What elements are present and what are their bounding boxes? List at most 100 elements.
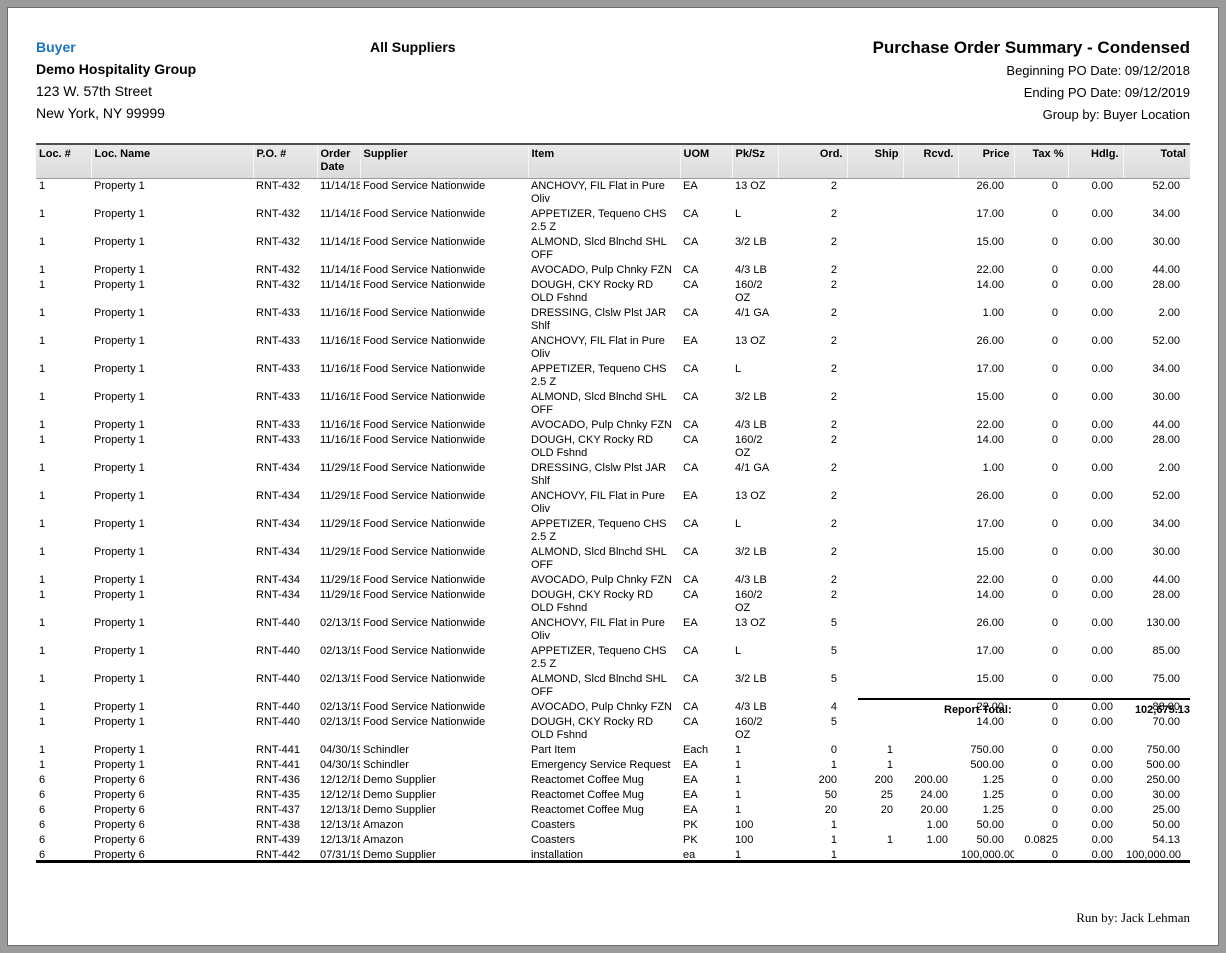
table-cell: 1 [830,819,837,831]
table-cell [903,588,958,616]
table-cell: RNT-433 [256,335,301,347]
column-header: Loc. Name [90,143,253,179]
table-cell [903,362,958,390]
table-cell [847,235,903,263]
table-cell: 30.00 [1152,789,1180,801]
table-cell: 0 [1051,774,1058,786]
table-cell: 2 [830,462,837,474]
table-cell: 6 [39,804,46,816]
table-cell: Food Service Nationwide [363,180,486,192]
table-cell: 0 [1051,759,1058,771]
table-row: 1 Property 1 RNT-432 11/14/18 Food Service N… [36,278,1190,306]
table-cell: EA [683,789,698,801]
table-cell: 75.00 [1152,673,1180,685]
table-cell: 0.00 [1091,335,1113,347]
table-cell: RNT-434 [256,490,301,502]
table-cell: 160/2 OZ [735,589,763,614]
table-cell: Property 1 [94,574,145,586]
table-cell [903,644,958,672]
table-cell: Property 1 [94,419,145,431]
table-cell: 200 [874,774,893,786]
table-cell: Property 1 [94,518,145,530]
company-name: Demo Hospitality Group [36,61,197,77]
table-cell: 14.00 [976,589,1004,601]
table-cell: CA [683,462,699,474]
table-cell: 0.00 [1091,391,1113,403]
table-cell [847,489,903,517]
table-cell: DRESSING, Clslw Plst JAR Shlf [531,462,667,487]
table-cell: 26.00 [976,180,1004,192]
footer-rule [36,860,1190,863]
table-cell: 52.00 [1152,490,1180,502]
column-header: Ship [846,143,903,179]
table-cell: Property 1 [94,363,145,375]
table-cell: CA [683,716,699,728]
table-cell: CA [683,645,699,657]
table-cell [847,418,903,433]
table-cell: 22.00 [976,419,1004,431]
table-cell: Property 1 [94,589,145,601]
table-cell: CA [683,307,699,319]
table-row: 1 Property 1 RNT-433 11/16/18 Food Service N… [36,306,1190,334]
table-cell: 0.00 [1091,546,1113,558]
table-cell: 0 [1051,617,1058,629]
table-cell: 07/31/19 [320,849,360,861]
table-cell: 50.00 [976,834,1004,846]
table-row: 1 Property 1 RNT-433 11/16/18 Food Service N… [36,418,1190,433]
table-cell [903,179,958,208]
table-cell [847,207,903,235]
column-header: Supplier [359,143,528,179]
table-cell: 2 [830,363,837,375]
table-cell: RNT-434 [256,574,301,586]
table-cell: RNT-432 [256,279,301,291]
table-cell: 1 [39,208,46,220]
table-cell: 20.00 [920,804,948,816]
table-cell: RNT-434 [256,518,301,530]
table-cell: PK [683,834,698,846]
table-cell: Property 1 [94,307,145,319]
table-cell: 0 [1051,462,1058,474]
table-cell: 0.00 [1091,645,1113,657]
table-cell: 1 [39,180,46,192]
table-cell: 1 [39,744,46,756]
table-cell: EA [683,335,698,347]
table-cell: Food Service Nationwide [363,363,486,375]
table-cell: 14.00 [976,279,1004,291]
table-cell [903,278,958,306]
table-cell: 0 [1051,180,1058,192]
table-cell: RNT-434 [256,462,301,474]
table-cell: ANCHOVY, FIL Flat in Pure Oliv [531,180,665,205]
table-cell [847,588,903,616]
report-total-label: Report Total: [944,704,1012,716]
table-cell: 44.00 [1152,419,1180,431]
table-cell: 1 [39,264,46,276]
table-cell: EA [683,774,698,786]
table-cell: 11/14/18 [320,279,360,291]
table-cell: RNT-432 [256,264,301,276]
table-cell: 28.00 [1152,434,1180,446]
table-cell: 0 [1051,419,1058,431]
table-cell: 30.00 [1152,236,1180,248]
table-cell: 0.00 [1091,574,1113,586]
table-cell: Food Service Nationwide [363,434,486,446]
table-cell: 2 [830,419,837,431]
table-cell: 1.00 [926,819,948,831]
table-cell: Property 6 [94,804,145,816]
table-cell: Property 1 [94,673,145,685]
table-cell: 3/2 LB [735,236,767,248]
table-row: 1 Property 1 RNT-440 02/13/19 Food Service N… [36,644,1190,672]
table-cell: RNT-434 [256,546,301,558]
supplier-scope: All Suppliers [370,39,456,55]
table-cell: APPETIZER, Tequeno CHS 2.5 Z [531,645,667,670]
table-cell: 11/16/18 [320,391,360,403]
table-row: 6 Property 6 RNT-435 12/12/18 Demo Supplier R… [36,788,1190,803]
table-cell: Reactomet Coffee Mug [531,774,644,786]
table-cell: 3/2 LB [735,546,767,558]
table-cell: 0 [1051,673,1058,685]
table-cell [847,334,903,362]
table-cell: 0.00 [1091,434,1113,446]
table-cell: 17.00 [976,518,1004,530]
table-cell: 4/1 GA [735,307,770,319]
table-cell: APPETIZER, Tequeno CHS 2.5 Z [531,518,667,543]
table-cell: 02/13/19 [320,701,360,713]
